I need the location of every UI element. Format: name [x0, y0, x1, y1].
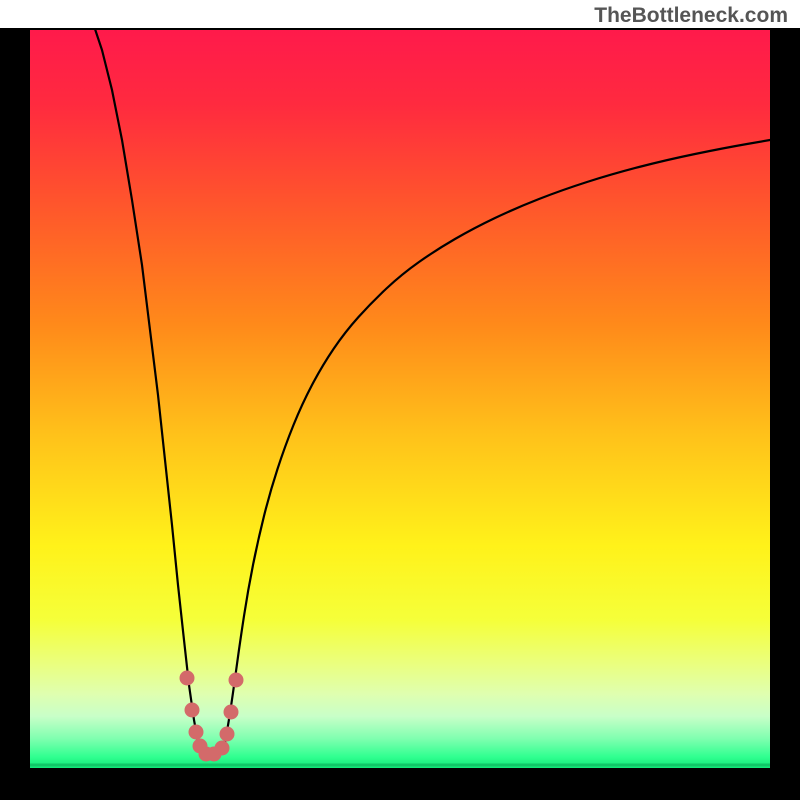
- plot-area: [30, 30, 770, 768]
- marker-dot: [180, 671, 195, 686]
- marker-dot: [189, 725, 204, 740]
- marker-dot: [224, 705, 239, 720]
- marker-dot: [215, 741, 230, 756]
- marker-dot: [185, 703, 200, 718]
- marker-dot: [220, 727, 235, 742]
- watermark-text: TheBottleneck.com: [594, 4, 788, 28]
- bottleneck-curve: [30, 30, 770, 768]
- curve-left-branch: [92, 30, 198, 742]
- curve-right-branch: [225, 140, 770, 742]
- marker-dot: [229, 673, 244, 688]
